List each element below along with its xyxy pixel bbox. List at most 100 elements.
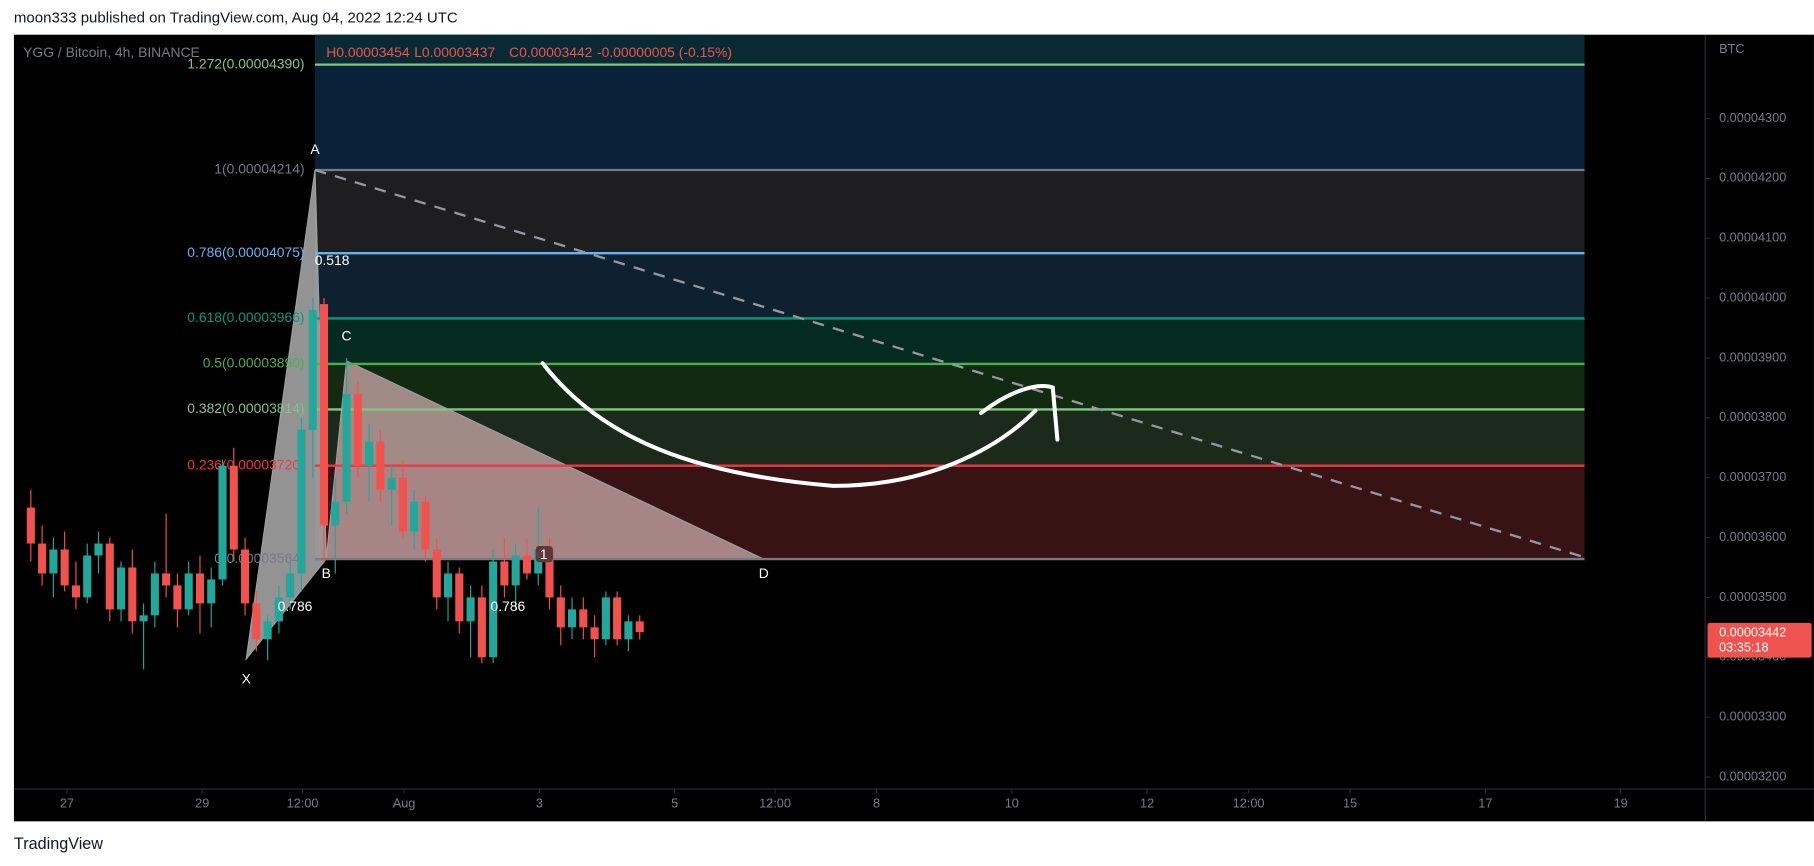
fib-band-top: [314, 34, 1585, 65]
candle-body: [376, 441, 385, 490]
fib-band: [314, 169, 1585, 254]
candle-body: [342, 393, 351, 502]
candle-body: [568, 609, 577, 628]
candle-body: [511, 555, 520, 586]
x-tick-label: 12:00: [1233, 795, 1265, 810]
candle-body: [522, 555, 532, 574]
candle-body: [635, 621, 644, 633]
candle-body: [71, 585, 80, 598]
x-tick-label: 29: [195, 795, 209, 810]
x-tick-label: 15: [1343, 795, 1357, 810]
pattern-ratio: 1: [540, 546, 548, 562]
arrow-drawing: [540, 361, 1060, 488]
x-tick-label: 8: [873, 795, 880, 810]
candle-body: [229, 465, 238, 550]
ratio-badge: [535, 546, 554, 563]
fib-label: 0(0.00003564): [214, 550, 304, 566]
candle-body: [128, 567, 137, 622]
candle-body: [556, 597, 565, 628]
candle-body: [466, 597, 475, 622]
ohlc-value: H0.00003454: [326, 44, 410, 60]
y-tick-label: 0.00003300: [1719, 708, 1786, 723]
fib-label: 1.272(0.00004390): [187, 55, 304, 71]
pattern-point-label: A: [310, 141, 320, 157]
candle-body: [195, 573, 205, 604]
y-tick-label: 0.00004100: [1719, 230, 1786, 245]
y-tick-label: 0.00003700: [1719, 469, 1786, 484]
candle-body: [60, 549, 69, 586]
currency: BTC: [1719, 41, 1744, 56]
pattern-point-label: X: [242, 671, 251, 687]
candle-body: [38, 543, 47, 574]
candle-body: [83, 555, 92, 598]
y-tick-label: 0.00004000: [1719, 289, 1786, 304]
candle-body: [590, 627, 599, 640]
candle-body: [398, 477, 407, 532]
symbol: YGG / Bitcoin, 4h, BINANCE: [23, 44, 200, 60]
pattern-ratio: 0.786: [491, 598, 526, 614]
trendline: [314, 168, 1585, 559]
x-tick-label: 19: [1614, 795, 1628, 810]
x-tick-label: 3: [536, 795, 543, 810]
candle-body: [297, 429, 306, 574]
candle-body: [286, 573, 295, 598]
candle-body: [207, 579, 216, 604]
candle-body: [116, 567, 126, 610]
fib-band: [314, 64, 1585, 170]
candle-body: [308, 310, 317, 430]
x-tick-label: 5: [671, 795, 678, 810]
last-price-label: 0.00003442: [1719, 625, 1786, 640]
candle-body: [365, 441, 374, 466]
candle-body: [218, 465, 227, 580]
candle-body: [162, 573, 171, 586]
ohlc-value: L0.00003437: [414, 44, 495, 60]
candle-body: [455, 573, 464, 622]
candle-body: [624, 621, 633, 640]
y-tick-label: 0.00003900: [1719, 349, 1786, 364]
candle-body: [443, 573, 453, 598]
x-tick-label: 17: [1478, 795, 1492, 810]
candle-body: [601, 597, 610, 640]
candle-body: [49, 549, 58, 574]
plot: 1.272(0.00004390) 1(0.00004214) 0.786(0.00…: [26, 34, 1585, 687]
candle-body: [241, 549, 250, 604]
candle-body: [319, 304, 329, 526]
candle-body: [477, 597, 486, 658]
candle-body: [252, 603, 261, 640]
x-tick-label: 12:00: [287, 795, 319, 810]
fib-label: 1(0.00004214): [214, 161, 304, 177]
y-tick-label: 0.00003800: [1719, 409, 1786, 424]
candle-body: [545, 549, 554, 598]
y-tick-label: 0.00003600: [1719, 529, 1786, 544]
y-tick-label: 0.00003500: [1719, 589, 1786, 604]
candle-body: [274, 597, 283, 622]
candle-body: [184, 573, 193, 610]
candle-body: [387, 477, 396, 490]
candle-body: [579, 609, 588, 628]
x-tick-label: 10: [1005, 795, 1019, 810]
y-tick-label: 0.00004200: [1719, 170, 1786, 185]
candle-body: [139, 615, 148, 622]
candle-body: [263, 621, 272, 640]
candle-body: [94, 543, 103, 556]
countdown: 03:35:18: [1719, 640, 1769, 655]
candle-body: [613, 597, 622, 640]
pattern-ratio: 0.786: [278, 598, 313, 614]
candle-body: [432, 549, 441, 598]
ohlc-value: C0.00003442: [509, 44, 593, 60]
x-tick-label: 12: [1140, 795, 1154, 810]
fib-label: 0.618(0.00003966): [187, 309, 304, 325]
fib-band: [314, 318, 1585, 364]
candle-body: [105, 543, 114, 610]
candle-body: [331, 501, 340, 526]
fib-label: 0.786(0.00004075): [187, 244, 304, 260]
candle-body: [26, 507, 35, 544]
candle-body: [353, 393, 362, 466]
candle-body: [150, 573, 159, 616]
candle-body: [421, 501, 430, 550]
pattern-point-label: D: [759, 565, 769, 581]
x-tick-label: 12:00: [759, 795, 791, 810]
footer[interactable]: TradingView: [14, 835, 103, 853]
